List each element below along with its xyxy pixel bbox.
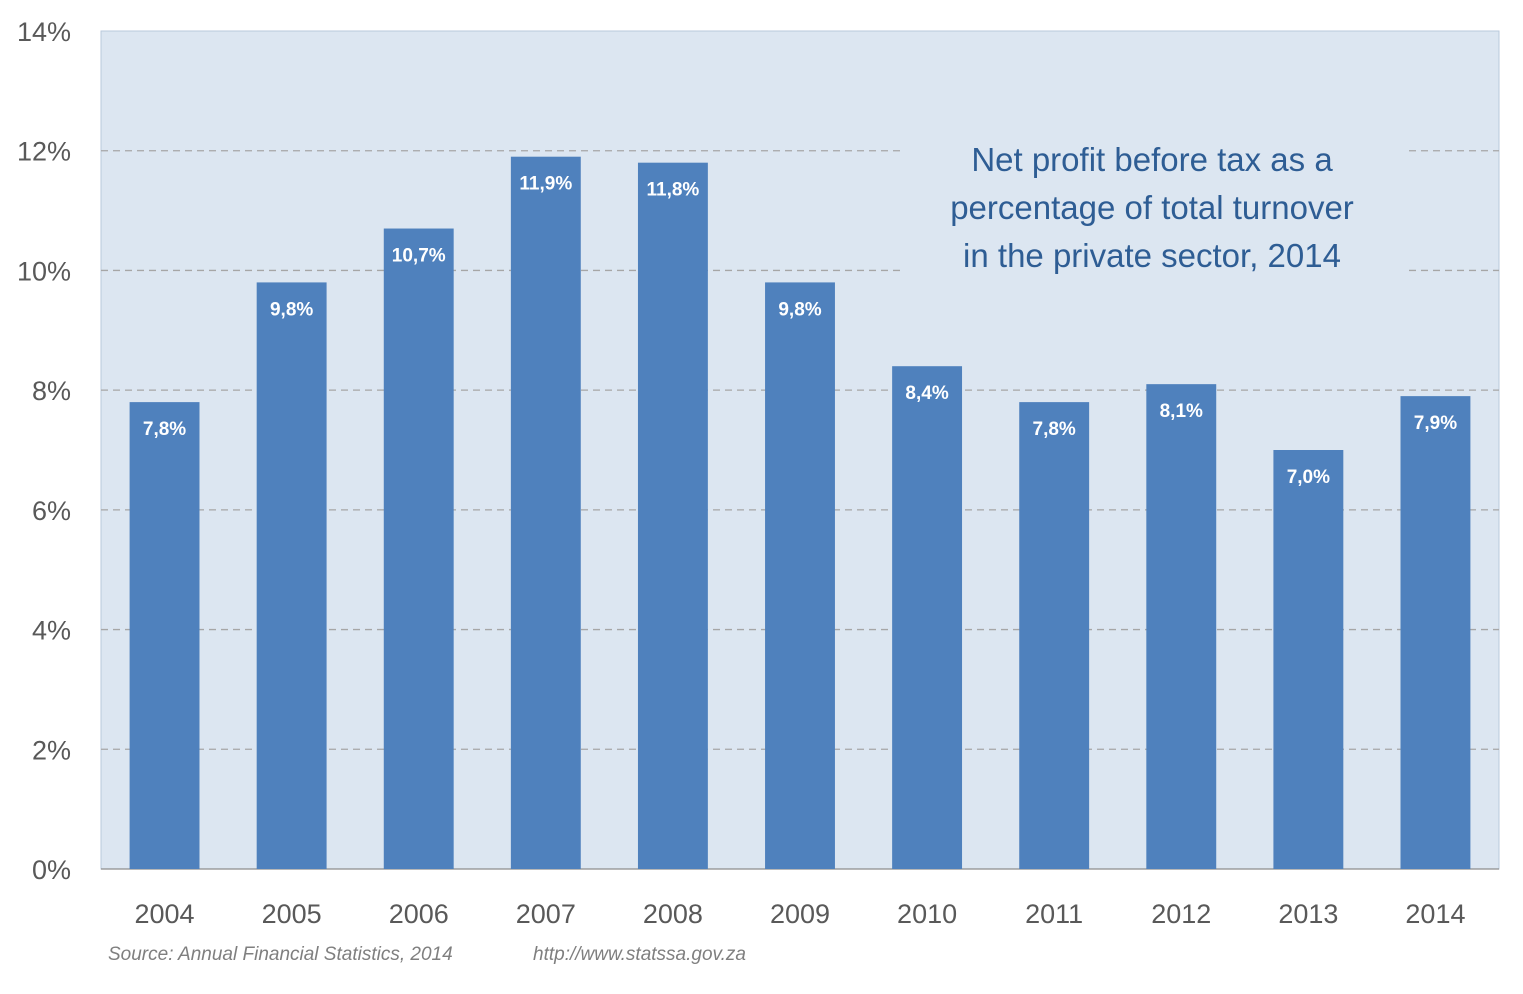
y-tick-label: 6% [32,496,71,526]
title-background [900,133,1404,283]
chart-title-line: percentage of total turnover [950,189,1354,226]
bar-data-label: 10,7% [392,246,446,267]
x-axis: 2004 2005 2006 2007 2008 2009 2010 2011 2012 2013… [135,899,1466,929]
bar [129,402,200,869]
bar [1400,396,1471,869]
bar [1273,450,1344,869]
x-tick-label: 2011 [1025,899,1083,929]
bar-data-label: 7,8% [143,419,186,440]
bar [765,282,835,869]
bar [256,282,327,869]
chart-title: Net profit before tax as a percentage of … [900,133,1404,283]
bar [637,162,708,869]
chart-title-line: Net profit before tax as a [971,141,1333,178]
bar-data-label: 11,8% [646,180,699,201]
x-tick-label: 2014 [1405,899,1465,929]
chart-title-line: in the private sector, 2014 [963,237,1341,274]
bar-data-label: 7,8% [1033,419,1076,440]
bar-data-label: 7,0% [1287,467,1330,488]
bar-data-label: 7,9% [1414,413,1457,434]
x-tick-label: 2004 [135,899,195,929]
bar-data-label: 9,8% [778,299,821,320]
y-tick-label: 8% [32,376,71,406]
source-note: Source: Annual Financial Statistics, 201… [108,944,453,965]
bar-data-label: 9,8% [270,299,313,320]
source-url: http://www.statssa.gov.za [533,944,746,965]
bar-data-label: 11,9% [519,174,572,195]
y-axis: 0% 2% 4% 6% 8% 10% 12% 14% [17,17,71,885]
bar [383,228,454,869]
y-tick-label: 2% [32,735,71,765]
x-tick-label: 2013 [1278,899,1338,929]
x-tick-label: 2008 [643,899,703,929]
bar-data-label: 8,4% [905,383,948,404]
y-tick-label: 4% [32,616,71,646]
y-tick-label: 12% [17,137,71,167]
x-tick-label: 2010 [897,899,957,929]
data-labels: 7,8% 9,8% 10,7% 11,9% 11,8% 9,8% 8,4% 7,8% 8,1% 7… [143,174,1457,488]
bar [1019,402,1090,869]
y-tick-label: 10% [17,256,71,286]
x-tick-label: 2007 [516,899,576,929]
bar-data-label: 8,1% [1160,401,1203,422]
x-tick-label: 2005 [262,899,322,929]
y-tick-label: 14% [17,17,71,47]
x-tick-label: 2006 [389,899,449,929]
bars [129,156,1471,869]
bar [892,366,963,869]
x-tick-label: 2012 [1151,899,1211,929]
y-tick-label: 0% [32,855,71,885]
bar [510,156,581,869]
bar [1146,384,1217,869]
x-tick-label: 2009 [770,899,830,929]
